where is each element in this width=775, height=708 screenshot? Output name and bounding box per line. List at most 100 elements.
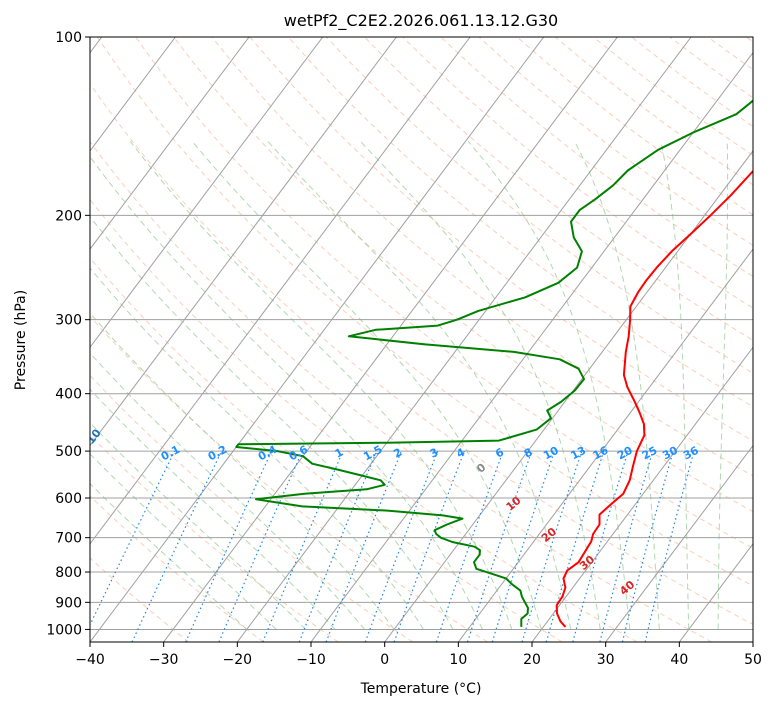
sounding-line	[235, 99, 753, 627]
x-axis-label: Temperature (°C)	[360, 681, 482, 697]
moist-adiabat-label: 10	[504, 494, 524, 514]
moist-adiabat-line	[90, 312, 395, 630]
dry-adiabat-line	[325, 37, 753, 374]
moist-adiabat-line	[90, 267, 424, 630]
dry-adiabat-line	[554, 37, 753, 186]
moist-adiabat-line	[90, 453, 277, 630]
moist-adiabat-line	[360, 140, 601, 630]
mixing-ratio-label: 2	[391, 446, 404, 461]
mixing-ratio-line	[521, 450, 583, 642]
moist-adiabat-line	[191, 140, 542, 630]
dry-adiabat-line	[707, 37, 753, 71]
mixing-ratio-line	[393, 450, 465, 642]
dry-adiabat-line	[135, 37, 753, 550]
isotherm-line	[163, 37, 618, 642]
mixing-ratio-line	[466, 450, 533, 642]
mixing-ratio-label: 4	[454, 445, 467, 460]
isotherm-line	[90, 37, 324, 349]
x-tick-label: 30	[597, 652, 615, 668]
y-tick-label: 200	[55, 208, 82, 224]
mixing-ratio-line	[545, 450, 605, 642]
y-tick-label: 800	[55, 565, 82, 581]
moist-adiabat-label: 30	[577, 553, 597, 573]
x-tick-label: 0	[380, 652, 389, 668]
moist-adiabat-line	[717, 141, 729, 630]
y-axis-ticks: 100 200 300 400 500 600 700 800 900 1000	[46, 30, 90, 638]
mixing-ratio-line	[364, 450, 439, 642]
mixing-ratio-line	[599, 450, 654, 642]
isotherm-line	[678, 542, 753, 642]
mixing-ratio-label: 3	[428, 446, 441, 461]
y-axis-label: Pressure (hPa)	[13, 290, 29, 390]
moist-adiabat-label: 40	[617, 578, 637, 598]
dry-adiabat-label: -10	[81, 426, 104, 450]
moist-adiabat-line	[90, 388, 336, 630]
x-tick-label: 10	[449, 652, 467, 668]
x-tick-label: 40	[670, 652, 688, 668]
y-tick-label: 100	[55, 30, 82, 46]
dry-adiabat-line	[90, 374, 414, 642]
y-tick-label: 600	[55, 491, 82, 507]
isotherm-line	[457, 248, 753, 642]
x-tick-label: −10	[296, 652, 326, 668]
mixing-ratio-line	[262, 450, 344, 642]
mixing-ratio-label: 0.2	[206, 443, 229, 464]
isotherm-line	[90, 37, 176, 152]
moist-adiabat-line	[129, 140, 513, 630]
x-tick-label: 50	[744, 652, 762, 668]
moist-adiabat-line	[267, 140, 572, 630]
sounding-lines	[235, 99, 753, 628]
mixing-ratio-label: 16	[591, 444, 611, 463]
x-tick-label: 20	[523, 652, 541, 668]
isotherm-line	[90, 37, 545, 642]
dry-adiabat-line	[90, 83, 753, 625]
mixing-ratio-label: 1.5	[361, 443, 384, 464]
line-labels: 0.10.20.40.611.52346810131620253036-100-…	[81, 426, 701, 598]
moist-adiabat-line	[467, 140, 631, 630]
x-tick-label: −20	[223, 652, 253, 668]
dry-adiabat-line	[211, 37, 753, 477]
mixing-ratio-line	[131, 450, 223, 642]
mixing-ratio-line	[90, 450, 176, 627]
y-tick-label: 900	[55, 595, 82, 611]
mixing-ratio-label: 25	[640, 444, 660, 463]
isotherm-line	[531, 346, 753, 642]
isotherm-line	[90, 37, 250, 250]
dry-adiabat-line	[173, 37, 753, 513]
mixing-ratio-label: 0.1	[159, 443, 182, 464]
x-tick-label: −30	[149, 652, 179, 668]
y-tick-label: 700	[55, 531, 82, 547]
y-tick-label: 300	[55, 313, 82, 329]
background-lines	[90, 37, 753, 642]
y-tick-label: 500	[55, 444, 82, 460]
isotherm-line	[90, 37, 397, 447]
moist-adiabat-line	[660, 141, 690, 630]
moist-adiabat-line	[90, 352, 365, 630]
mixing-ratio-label: 0.4	[256, 443, 280, 464]
moist-adiabat-line	[90, 421, 307, 630]
moist-adiabat-line	[574, 141, 660, 630]
plot-frame	[89, 36, 754, 643]
isotherm-line	[384, 150, 753, 642]
mixing-ratio-line	[325, 450, 403, 642]
dry-adiabat-line	[478, 37, 753, 246]
dry-adiabat-line	[745, 37, 753, 43]
mixing-ratio-label: 13	[569, 444, 589, 463]
mixing-ratio-line	[298, 450, 378, 642]
sounding-line	[555, 169, 753, 628]
y-tick-label: 1000	[46, 622, 82, 638]
dry-adiabat-line	[90, 557, 190, 642]
mixing-ratio-line	[491, 450, 555, 642]
dry-adiabat-line	[90, 140, 712, 642]
moist-adiabat-line	[90, 155, 483, 630]
moist-adiabat-label: 0	[474, 461, 488, 476]
mixing-ratio-label: 20	[615, 444, 635, 463]
chart-title: wetPf2_C2E2.2026.061.13.12.G30	[284, 11, 558, 31]
y-tick-label: 400	[55, 387, 82, 403]
mixing-ratio-line	[572, 450, 629, 642]
dry-adiabat-line	[364, 37, 753, 341]
isotherm-line	[752, 641, 753, 642]
x-axis-ticks: −40 −30 −20 −10 0 10 20 30 40 50	[75, 642, 762, 668]
mixing-ratio-label: 6	[493, 445, 506, 460]
moist-adiabat-label: 20	[539, 525, 559, 545]
